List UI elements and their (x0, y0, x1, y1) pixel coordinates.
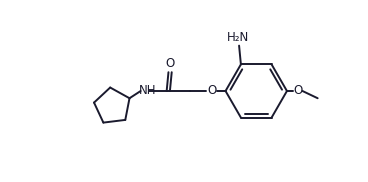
Text: O: O (293, 84, 302, 98)
Text: H₂N: H₂N (227, 31, 250, 44)
Text: O: O (166, 57, 175, 70)
Text: O: O (207, 84, 216, 98)
Text: NH: NH (138, 84, 156, 98)
